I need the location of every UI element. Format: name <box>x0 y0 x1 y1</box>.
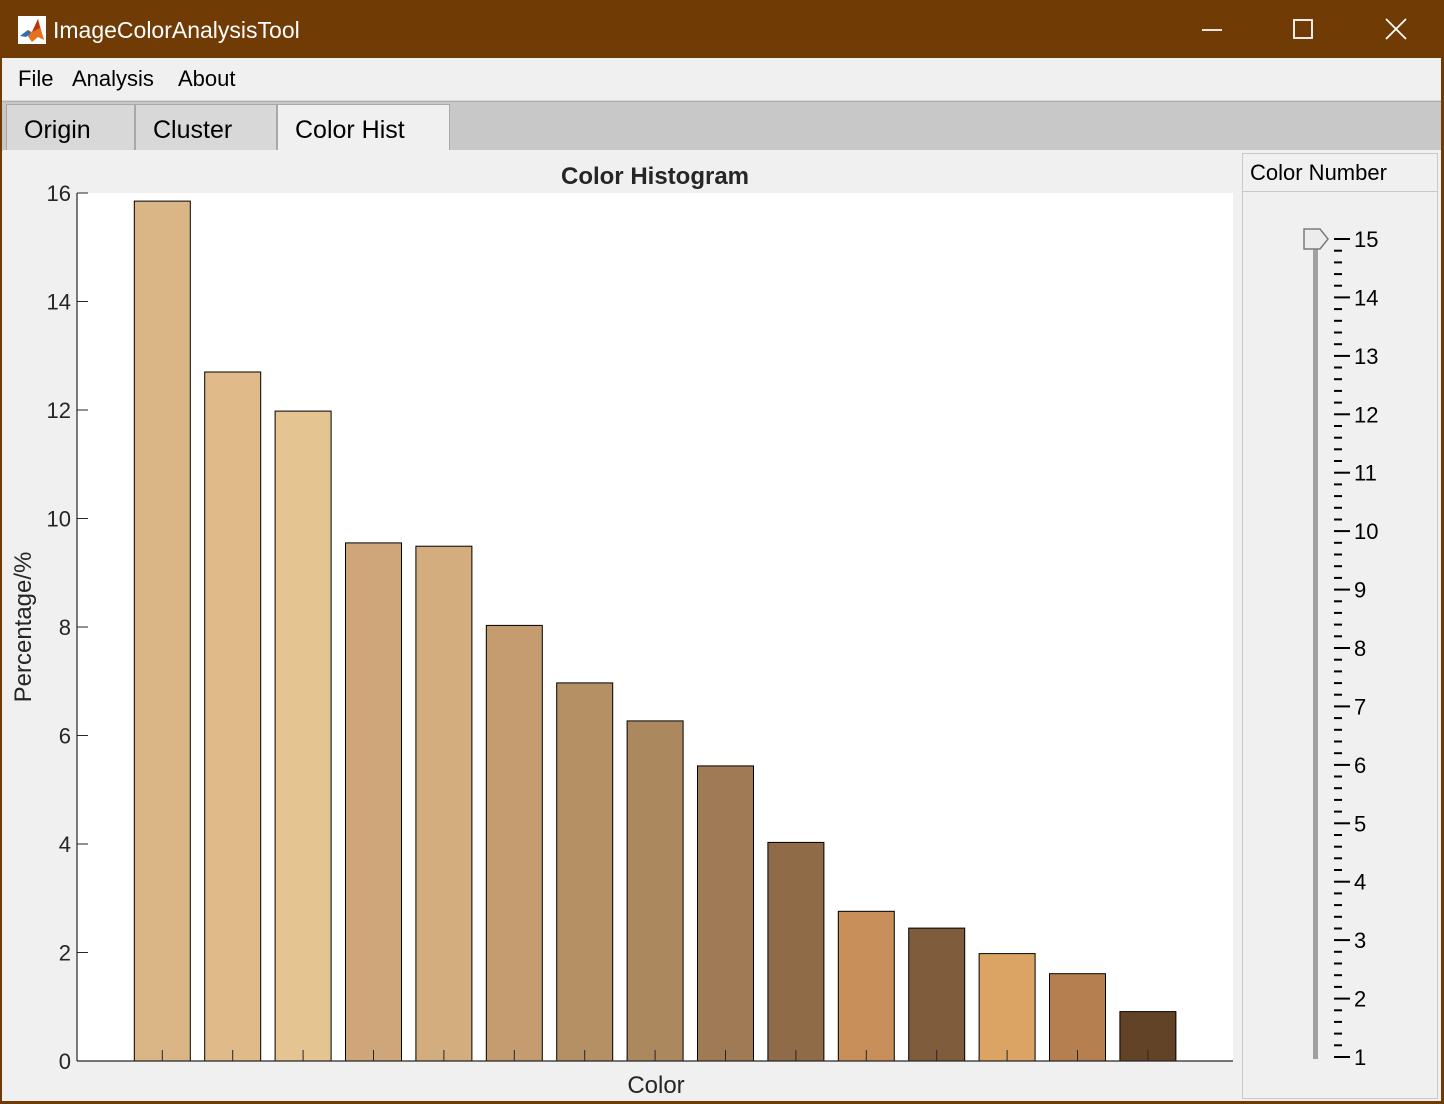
slider-tick-label-11: 11 <box>1354 461 1377 486</box>
y-tick-label-4: 4 <box>59 832 71 857</box>
y-tick-label-0: 0 <box>59 1049 71 1074</box>
tab-origin-label: Origin <box>24 116 91 144</box>
slider-ticks: 15 14 13 12 11 10 9 8 7 6 5 4 3 2 1 <box>1334 227 1378 1070</box>
slider-thumb[interactable] <box>1303 228 1329 250</box>
slider-tick-label-14: 14 <box>1354 285 1378 310</box>
maximize-icon <box>1293 19 1313 39</box>
bar-11 <box>837 910 895 1062</box>
bar-14 <box>1049 973 1106 1062</box>
color-number-slider[interactable]: 15 14 13 12 11 10 9 8 7 6 5 4 3 2 1 <box>1242 153 1438 1099</box>
bar-8 <box>626 720 684 1062</box>
y-tick-label-16: 16 <box>47 181 71 206</box>
window-border-left <box>0 58 2 1104</box>
menu-about[interactable]: About <box>178 66 236 91</box>
slider-track[interactable] <box>1313 236 1318 1059</box>
slider-tick-label-2: 2 <box>1354 987 1366 1012</box>
color-number-panel: Color Number <box>1242 153 1438 1099</box>
slider-tick-label-1: 1 <box>1354 1045 1366 1070</box>
slider-tick-label-8: 8 <box>1354 636 1366 661</box>
title-bar: ImageColorAnalysisTool <box>0 0 1444 58</box>
bar-10 <box>767 841 825 1062</box>
bar-13 <box>978 953 1036 1062</box>
minimize-icon <box>1202 29 1222 31</box>
window-border-right <box>1441 58 1444 1104</box>
tab-color-hist[interactable]: Color Hist <box>277 104 450 152</box>
bar-2 <box>204 371 262 1062</box>
y-tick-label-8: 8 <box>59 615 71 640</box>
y-tick-label-6: 6 <box>59 724 71 749</box>
panel-header: Color Number <box>1243 154 1437 192</box>
maximize-button[interactable] <box>1258 0 1350 58</box>
tab-color-hist-label: Color Hist <box>295 116 405 144</box>
bar-7 <box>556 682 614 1062</box>
y-axis-label: Percentage/% <box>10 552 37 703</box>
slider-tick-label-5: 5 <box>1354 811 1366 836</box>
bar-12 <box>908 927 966 1062</box>
slider-tick-label-7: 7 <box>1354 694 1366 719</box>
window-border-bottom <box>0 1101 1444 1104</box>
bar-1 <box>133 200 191 1062</box>
slider-tick-label-3: 3 <box>1354 928 1366 953</box>
slider-tick-label-4: 4 <box>1354 870 1366 895</box>
slider-tick-label-15: 15 <box>1354 227 1378 252</box>
menu-analysis[interactable]: Analysis <box>72 66 154 91</box>
menu-file[interactable]: File <box>18 66 54 91</box>
tab-origin[interactable]: Origin <box>6 104 135 150</box>
panel-title: Color Number <box>1250 160 1387 185</box>
color-histogram-chart: Color Histogram Color Percentage/% 0 2 4 6 8… <box>10 163 1233 1099</box>
menu-bar: File Analysis About <box>2 58 1442 101</box>
minimize-button[interactable] <box>1166 0 1258 58</box>
bar-9 <box>697 765 754 1062</box>
matlab-logo-icon <box>18 16 46 44</box>
slider-tick-label-13: 13 <box>1354 344 1378 369</box>
window-title: ImageColorAnalysisTool <box>53 17 300 43</box>
bar-6 <box>485 624 543 1062</box>
x-axis-label: Color <box>627 1072 684 1099</box>
bar-4 <box>345 542 402 1062</box>
y-tick-label-14: 14 <box>47 290 71 315</box>
slider-tick-label-6: 6 <box>1354 753 1366 778</box>
tab-cluster-label: Cluster <box>153 116 233 144</box>
tab-cluster[interactable]: Cluster <box>135 104 277 150</box>
y-tick-label-2: 2 <box>59 941 71 966</box>
slider-tick-label-10: 10 <box>1354 519 1378 544</box>
tab-bar: Origin Cluster Color Hist <box>2 101 1442 152</box>
y-tick-label-12: 12 <box>47 398 71 423</box>
bar-5 <box>415 545 473 1062</box>
chart-title: Color Histogram <box>561 163 749 190</box>
bar-3 <box>274 410 332 1062</box>
y-axis: 0 2 4 6 8 10 12 14 16 <box>47 181 88 1074</box>
close-icon <box>1385 18 1407 40</box>
slider-tick-label-9: 9 <box>1354 578 1366 603</box>
y-tick-label-10: 10 <box>47 507 71 532</box>
slider-tick-label-12: 12 <box>1354 402 1378 427</box>
close-button[interactable] <box>1350 0 1442 58</box>
